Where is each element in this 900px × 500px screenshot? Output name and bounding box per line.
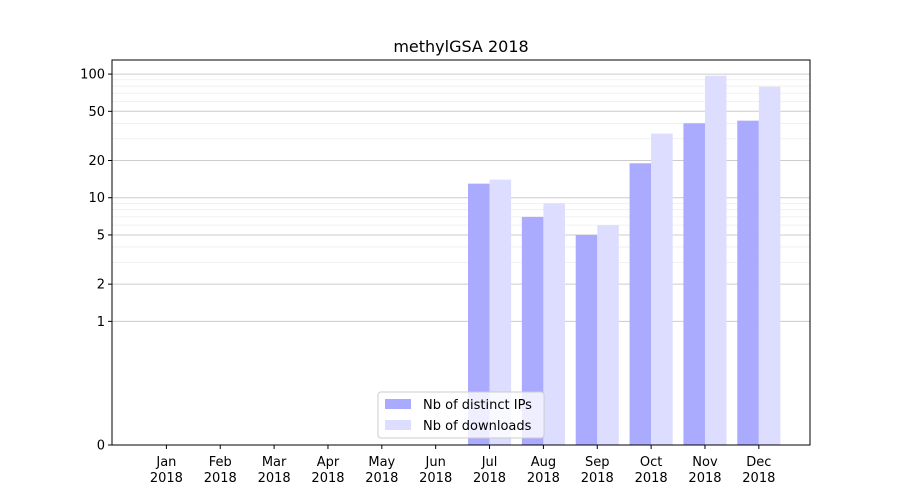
bar-downloads bbox=[489, 179, 512, 446]
bar-distinct-ips bbox=[683, 123, 705, 445]
bars bbox=[468, 75, 781, 446]
x-tick-label: Oct 2018 bbox=[635, 455, 668, 486]
bar-downloads bbox=[651, 133, 673, 445]
legend-swatch bbox=[385, 420, 411, 430]
bar-downloads bbox=[543, 203, 565, 445]
legend: Nb of distinct IPs Nb of downloads bbox=[377, 391, 545, 439]
bar-distinct-ips bbox=[468, 183, 490, 445]
x-tick-label: Jun 2018 bbox=[419, 455, 452, 486]
legend-label: Nb of downloads bbox=[423, 419, 532, 434]
x-tick-label: Nov 2018 bbox=[688, 455, 721, 486]
plot-frame bbox=[111, 59, 811, 446]
x-axis: Jan 2018 Feb 2018 Mar 2018 Apr 2018 May 2018 Jun 20… bbox=[150, 445, 775, 486]
x-tick-label: Feb 2018 bbox=[204, 455, 237, 486]
bar-distinct-ips bbox=[521, 216, 544, 445]
y-axis: 0 1 2 5 10 20 50 100 bbox=[80, 68, 112, 454]
bar-downloads bbox=[758, 86, 781, 446]
x-tick-label: Jan 2018 bbox=[150, 455, 183, 486]
x-tick-label: Jul 2018 bbox=[473, 455, 506, 486]
x-tick-label: Sep 2018 bbox=[581, 455, 614, 486]
y-tick-label: 0 bbox=[97, 439, 105, 454]
x-tick-label: Dec 2018 bbox=[742, 455, 775, 486]
legend-swatch bbox=[385, 399, 411, 409]
x-tick-label: Aug 2018 bbox=[527, 455, 560, 486]
y-tick-label: 10 bbox=[88, 191, 105, 206]
y-tick-label: 2 bbox=[97, 278, 105, 293]
bar-distinct-ips bbox=[575, 234, 598, 445]
legend-box bbox=[377, 391, 545, 439]
y-tick-label: 50 bbox=[88, 105, 105, 120]
x-tick-label: Mar 2018 bbox=[258, 455, 291, 486]
bar-distinct-ips bbox=[737, 120, 759, 446]
bar-downloads bbox=[597, 225, 619, 445]
x-tick-label: May 2018 bbox=[365, 455, 398, 486]
bar-distinct-ips bbox=[629, 163, 652, 445]
bar-downloads bbox=[704, 75, 727, 445]
chart-title: methylGSA 2018 bbox=[393, 37, 528, 56]
y-tick-label: 100 bbox=[80, 68, 105, 83]
y-tick-label: 1 bbox=[97, 315, 105, 330]
y-tick-label: 5 bbox=[97, 228, 105, 243]
y-tick-label: 20 bbox=[88, 154, 105, 169]
x-tick-label: Apr 2018 bbox=[311, 455, 344, 486]
legend-label: Nb of distinct IPs bbox=[423, 398, 532, 413]
